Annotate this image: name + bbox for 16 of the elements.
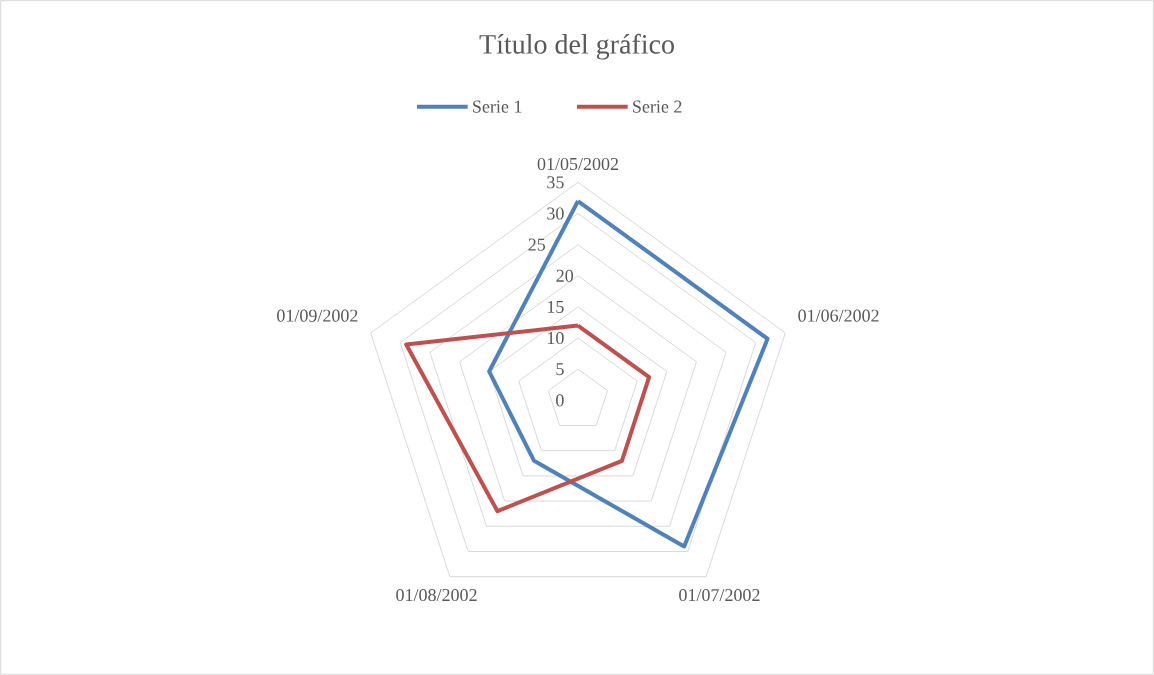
spoke-label: 01/06/2002 [798, 309, 879, 322]
y-tick-label: 10 [547, 331, 564, 345]
y-tick-label: 15 [547, 300, 564, 313]
y-tick-label: 0 [556, 394, 564, 407]
y-tick-label: 35 [547, 176, 564, 189]
y-tick-label: 25 [528, 238, 546, 251]
spoke-label: 01/05/2002 [537, 157, 619, 171]
legend-label: Serie 1 [473, 100, 522, 113]
y-tick-label: 30 [547, 207, 564, 220]
y-tick-label: 5 [556, 363, 564, 376]
chart-title: Título del gráfico [479, 33, 674, 60]
spoke-label: 01/07/2002 [679, 588, 760, 602]
legend-label: Serie 2 [633, 100, 682, 113]
y-tick-label: 20 [556, 269, 574, 282]
spoke-label: 01/09/2002 [277, 309, 358, 322]
spoke-label: 01/08/2002 [396, 588, 477, 602]
